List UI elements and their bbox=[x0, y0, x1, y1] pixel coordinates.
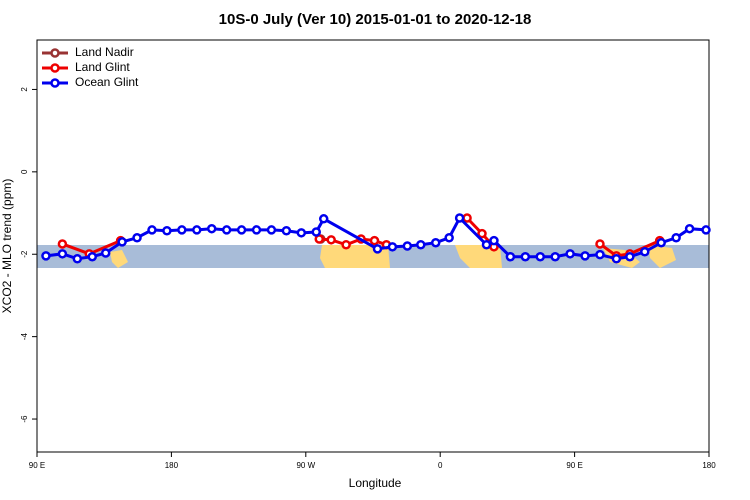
point bbox=[477, 228, 487, 239]
point bbox=[550, 251, 560, 262]
point bbox=[535, 251, 546, 262]
point bbox=[72, 254, 83, 264]
point bbox=[87, 251, 98, 262]
point bbox=[416, 240, 426, 250]
point bbox=[565, 249, 575, 259]
point bbox=[236, 225, 247, 235]
point bbox=[372, 244, 383, 254]
point bbox=[206, 223, 217, 234]
legend-marker bbox=[50, 78, 60, 88]
point bbox=[221, 225, 232, 235]
point bbox=[41, 251, 51, 261]
legend-marker bbox=[50, 63, 60, 73]
point bbox=[701, 225, 711, 235]
x-axis-label: Longitude bbox=[349, 476, 402, 490]
point bbox=[671, 233, 681, 243]
point bbox=[454, 213, 465, 223]
y-tick-label: -4 bbox=[20, 333, 29, 341]
point bbox=[369, 235, 380, 246]
point bbox=[132, 233, 142, 243]
x-tick-label: 180 bbox=[702, 461, 716, 470]
point bbox=[444, 233, 454, 243]
point bbox=[611, 254, 622, 264]
point bbox=[430, 237, 441, 248]
point bbox=[580, 251, 590, 261]
point bbox=[684, 223, 695, 234]
map-band bbox=[37, 245, 709, 268]
x-tick-label: 90 E bbox=[29, 461, 45, 470]
point bbox=[296, 228, 307, 238]
point bbox=[318, 214, 329, 224]
point bbox=[489, 235, 499, 246]
legend-marker bbox=[50, 48, 60, 58]
point bbox=[100, 248, 111, 258]
x-tick-label: 0 bbox=[438, 461, 443, 470]
y-tick-label: 2 bbox=[20, 87, 29, 92]
point bbox=[341, 240, 351, 250]
point bbox=[595, 249, 605, 260]
point bbox=[625, 251, 635, 262]
point bbox=[192, 225, 202, 235]
legend-label: Land Glint bbox=[75, 60, 130, 74]
point bbox=[57, 239, 68, 249]
y-axis-label: XCO2 - MLO trend (ppm) bbox=[0, 179, 14, 314]
point bbox=[311, 227, 322, 237]
point bbox=[281, 226, 292, 236]
y-tick-label: -2 bbox=[20, 250, 29, 258]
point bbox=[520, 251, 531, 262]
point bbox=[656, 237, 666, 248]
point bbox=[177, 225, 187, 235]
chart-title: 10S-0 July (Ver 10) 2015-01-01 to 2020-1… bbox=[219, 11, 532, 28]
point bbox=[162, 226, 172, 236]
point bbox=[402, 241, 413, 251]
point bbox=[481, 240, 492, 250]
point bbox=[505, 251, 516, 262]
y-tick-label: 0 bbox=[20, 169, 29, 174]
legend-label: Land Nadir bbox=[75, 45, 134, 59]
plot-frame bbox=[36, 39, 710, 453]
y-tick-label: -6 bbox=[20, 415, 29, 423]
point bbox=[251, 225, 262, 235]
point bbox=[147, 225, 157, 235]
point bbox=[595, 239, 605, 249]
point bbox=[326, 235, 336, 245]
point bbox=[57, 249, 68, 259]
point bbox=[640, 247, 650, 257]
x-tick-label: 180 bbox=[165, 461, 179, 470]
x-tick-label: 90 W bbox=[296, 461, 315, 470]
point bbox=[266, 225, 277, 235]
point bbox=[462, 213, 472, 223]
point bbox=[117, 237, 127, 247]
point bbox=[387, 242, 398, 252]
x-tick-label: 90 E bbox=[566, 461, 582, 470]
legend-label: Ocean Glint bbox=[75, 75, 139, 89]
